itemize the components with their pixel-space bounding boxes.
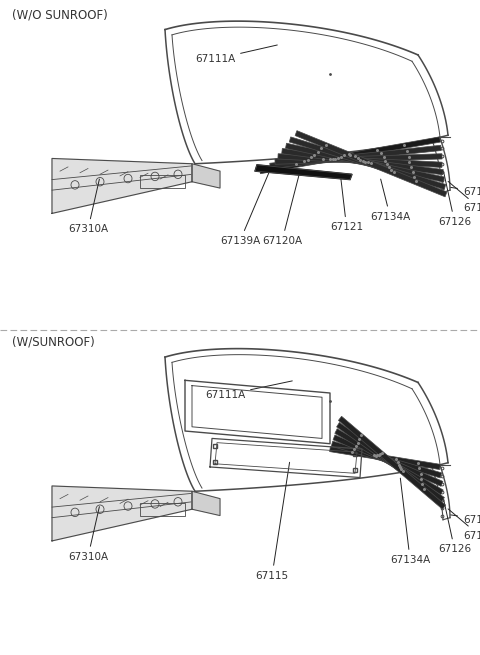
Text: 67121: 67121	[330, 174, 363, 232]
Polygon shape	[255, 165, 352, 179]
Bar	[140, 176, 185, 188]
Polygon shape	[331, 441, 442, 478]
Polygon shape	[333, 435, 443, 486]
Text: (W/SUNROOF): (W/SUNROOF)	[12, 336, 95, 349]
Bar	[140, 503, 185, 515]
Polygon shape	[192, 164, 220, 188]
Text: 67115: 67115	[255, 462, 289, 581]
Text: 67134A: 67134A	[390, 478, 430, 565]
Polygon shape	[52, 486, 192, 541]
Text: 67126: 67126	[438, 499, 471, 554]
Text: 67139A: 67139A	[220, 173, 269, 246]
Text: 67134A: 67134A	[370, 179, 410, 221]
Polygon shape	[52, 159, 192, 214]
Polygon shape	[260, 137, 441, 174]
Text: 67310A: 67310A	[68, 506, 108, 562]
Text: 67136: 67136	[448, 181, 480, 213]
Polygon shape	[289, 137, 446, 189]
Text: 67141B: 67141B	[451, 187, 480, 197]
Text: 67136: 67136	[448, 509, 480, 540]
Polygon shape	[295, 130, 447, 197]
Polygon shape	[336, 422, 444, 502]
Polygon shape	[335, 429, 443, 495]
Text: 67120A: 67120A	[262, 174, 302, 246]
Polygon shape	[270, 145, 441, 168]
Text: 67111A: 67111A	[205, 381, 292, 400]
Text: 67310A: 67310A	[68, 179, 108, 234]
Text: 67111A: 67111A	[195, 45, 277, 64]
Text: 67126: 67126	[438, 172, 471, 227]
Polygon shape	[275, 154, 442, 164]
Text: 67141B: 67141B	[451, 515, 480, 525]
Polygon shape	[338, 417, 445, 509]
Polygon shape	[330, 446, 440, 470]
Polygon shape	[286, 143, 444, 182]
Polygon shape	[192, 491, 220, 515]
Polygon shape	[282, 149, 444, 175]
Text: (W/O SUNROOF): (W/O SUNROOF)	[12, 9, 108, 22]
Polygon shape	[278, 154, 442, 168]
